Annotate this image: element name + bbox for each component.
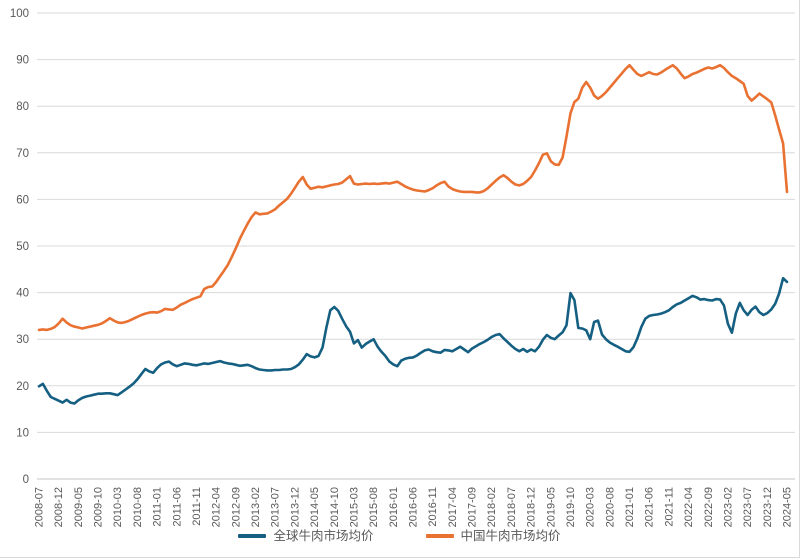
x-axis-label: 2014-10: [329, 487, 341, 527]
x-axis-label: 2019-05: [545, 487, 557, 527]
x-axis-label: 2023-02: [722, 487, 734, 527]
x-axis-label: 2022-04: [683, 487, 695, 527]
legend-label-china: 中国牛肉市场均价: [460, 529, 561, 543]
y-axis-label: 40: [16, 288, 29, 300]
legend-item-global: 全球牛肉市场均价: [238, 527, 374, 545]
x-axis-label: 2010-03: [112, 487, 124, 527]
y-axis-label: 50: [16, 241, 29, 253]
legend-swatch-china-icon: [425, 534, 454, 538]
legend-label-global: 全球牛肉市场均价: [273, 529, 374, 543]
x-axis-label: 2019-10: [565, 487, 577, 527]
y-axis-label: 100: [10, 8, 29, 20]
x-axis-label: 2023-12: [762, 487, 774, 527]
legend: 全球牛肉市场均价 中国牛肉市场均价: [0, 527, 799, 545]
x-axis-label: 2017-09: [467, 487, 479, 527]
series-line-global: [37, 276, 789, 405]
x-axis-label: 2010-08: [132, 487, 144, 527]
y-axis-label: 10: [16, 427, 29, 439]
x-axis-label: 2013-12: [289, 487, 301, 527]
x-axis-label: 2009-05: [73, 487, 85, 527]
legend-swatch-global-icon: [238, 534, 267, 538]
x-axis-label: 2018-07: [506, 487, 518, 527]
x-axis-label: 2021-06: [644, 487, 656, 527]
x-axis-label: 2016-01: [388, 487, 400, 527]
y-axis-label: 90: [16, 55, 29, 67]
x-axis-label: 2014-05: [309, 487, 321, 527]
x-axis-label: 2015-08: [368, 487, 380, 527]
x-axis-label: 2020-08: [604, 487, 616, 527]
x-axis-label: 2011-11: [191, 487, 203, 526]
x-axis-label: 2018-02: [486, 487, 498, 527]
y-axis-label: 60: [16, 194, 29, 206]
x-axis-label: 2013-07: [270, 487, 282, 527]
x-axis-label: 2024-05: [782, 487, 794, 527]
x-axis-label: 2016-11: [427, 487, 439, 527]
y-axis-label: 70: [16, 148, 29, 160]
y-axis-label: 0: [23, 474, 29, 486]
x-axis-label: 2009-10: [93, 487, 105, 527]
x-axis-label: 2021-01: [624, 487, 636, 527]
y-axis-label: 30: [16, 334, 29, 346]
x-axis-label: 2021-11: [663, 487, 675, 527]
legend-item-china: 中国牛肉市场均价: [425, 527, 561, 545]
x-axis-label: 2020-03: [585, 487, 597, 527]
y-axis-label: 80: [16, 101, 29, 113]
y-axis-label: 20: [16, 381, 29, 393]
x-axis-label: 2011-01: [152, 487, 164, 527]
x-axis-label: 2012-09: [230, 487, 242, 527]
x-axis-label: 2016-06: [408, 487, 420, 527]
x-axis-label: 2008-07: [34, 487, 46, 527]
x-axis-label: 2018-12: [526, 487, 538, 527]
series-line-china: [37, 63, 789, 332]
x-axis-label: 2012-04: [211, 487, 223, 527]
x-axis-label: 2008-12: [53, 487, 65, 527]
x-axis-label: 2017-04: [447, 487, 459, 527]
x-axis-label: 2015-03: [348, 487, 360, 527]
x-axis-label: 2011-06: [171, 487, 183, 527]
x-axis-label: 2023-07: [742, 487, 754, 527]
x-axis-label: 2022-09: [703, 487, 715, 527]
x-axis-label: 2013-02: [250, 487, 262, 527]
